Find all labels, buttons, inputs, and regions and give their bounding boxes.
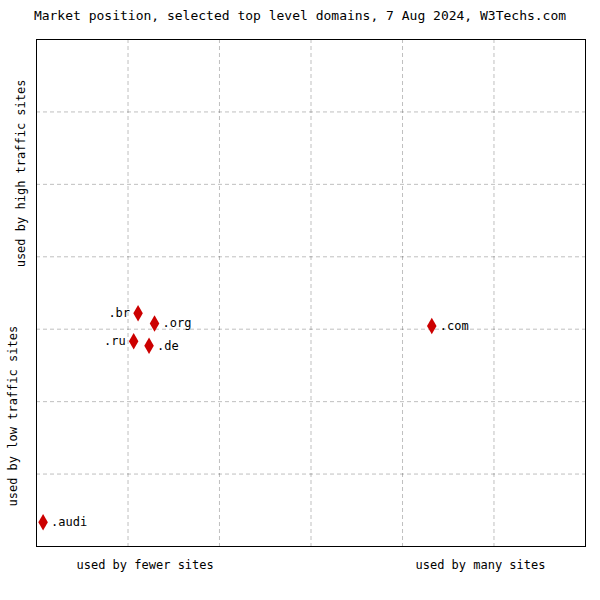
svg-text:.com: .com (440, 319, 469, 333)
svg-text:.ru: .ru (104, 334, 126, 348)
html-text:Market position, selected top: Market position, selected top level doma… (33, 8, 567, 23)
svg-text:used by many sites: used by many sites (415, 558, 545, 572)
svg-text:used by high traffic sites: used by high traffic sites (14, 80, 28, 268)
svg-text:used by fewer sites: used by fewer sites (77, 558, 214, 572)
svg-text:.de: .de (157, 339, 179, 353)
svg-text:.org: .org (163, 316, 192, 330)
svg-text:used by low traffic sites: used by low traffic sites (6, 326, 20, 507)
svg-text:.audi: .audi (51, 515, 87, 529)
svg-text:.br: .br (108, 306, 130, 320)
